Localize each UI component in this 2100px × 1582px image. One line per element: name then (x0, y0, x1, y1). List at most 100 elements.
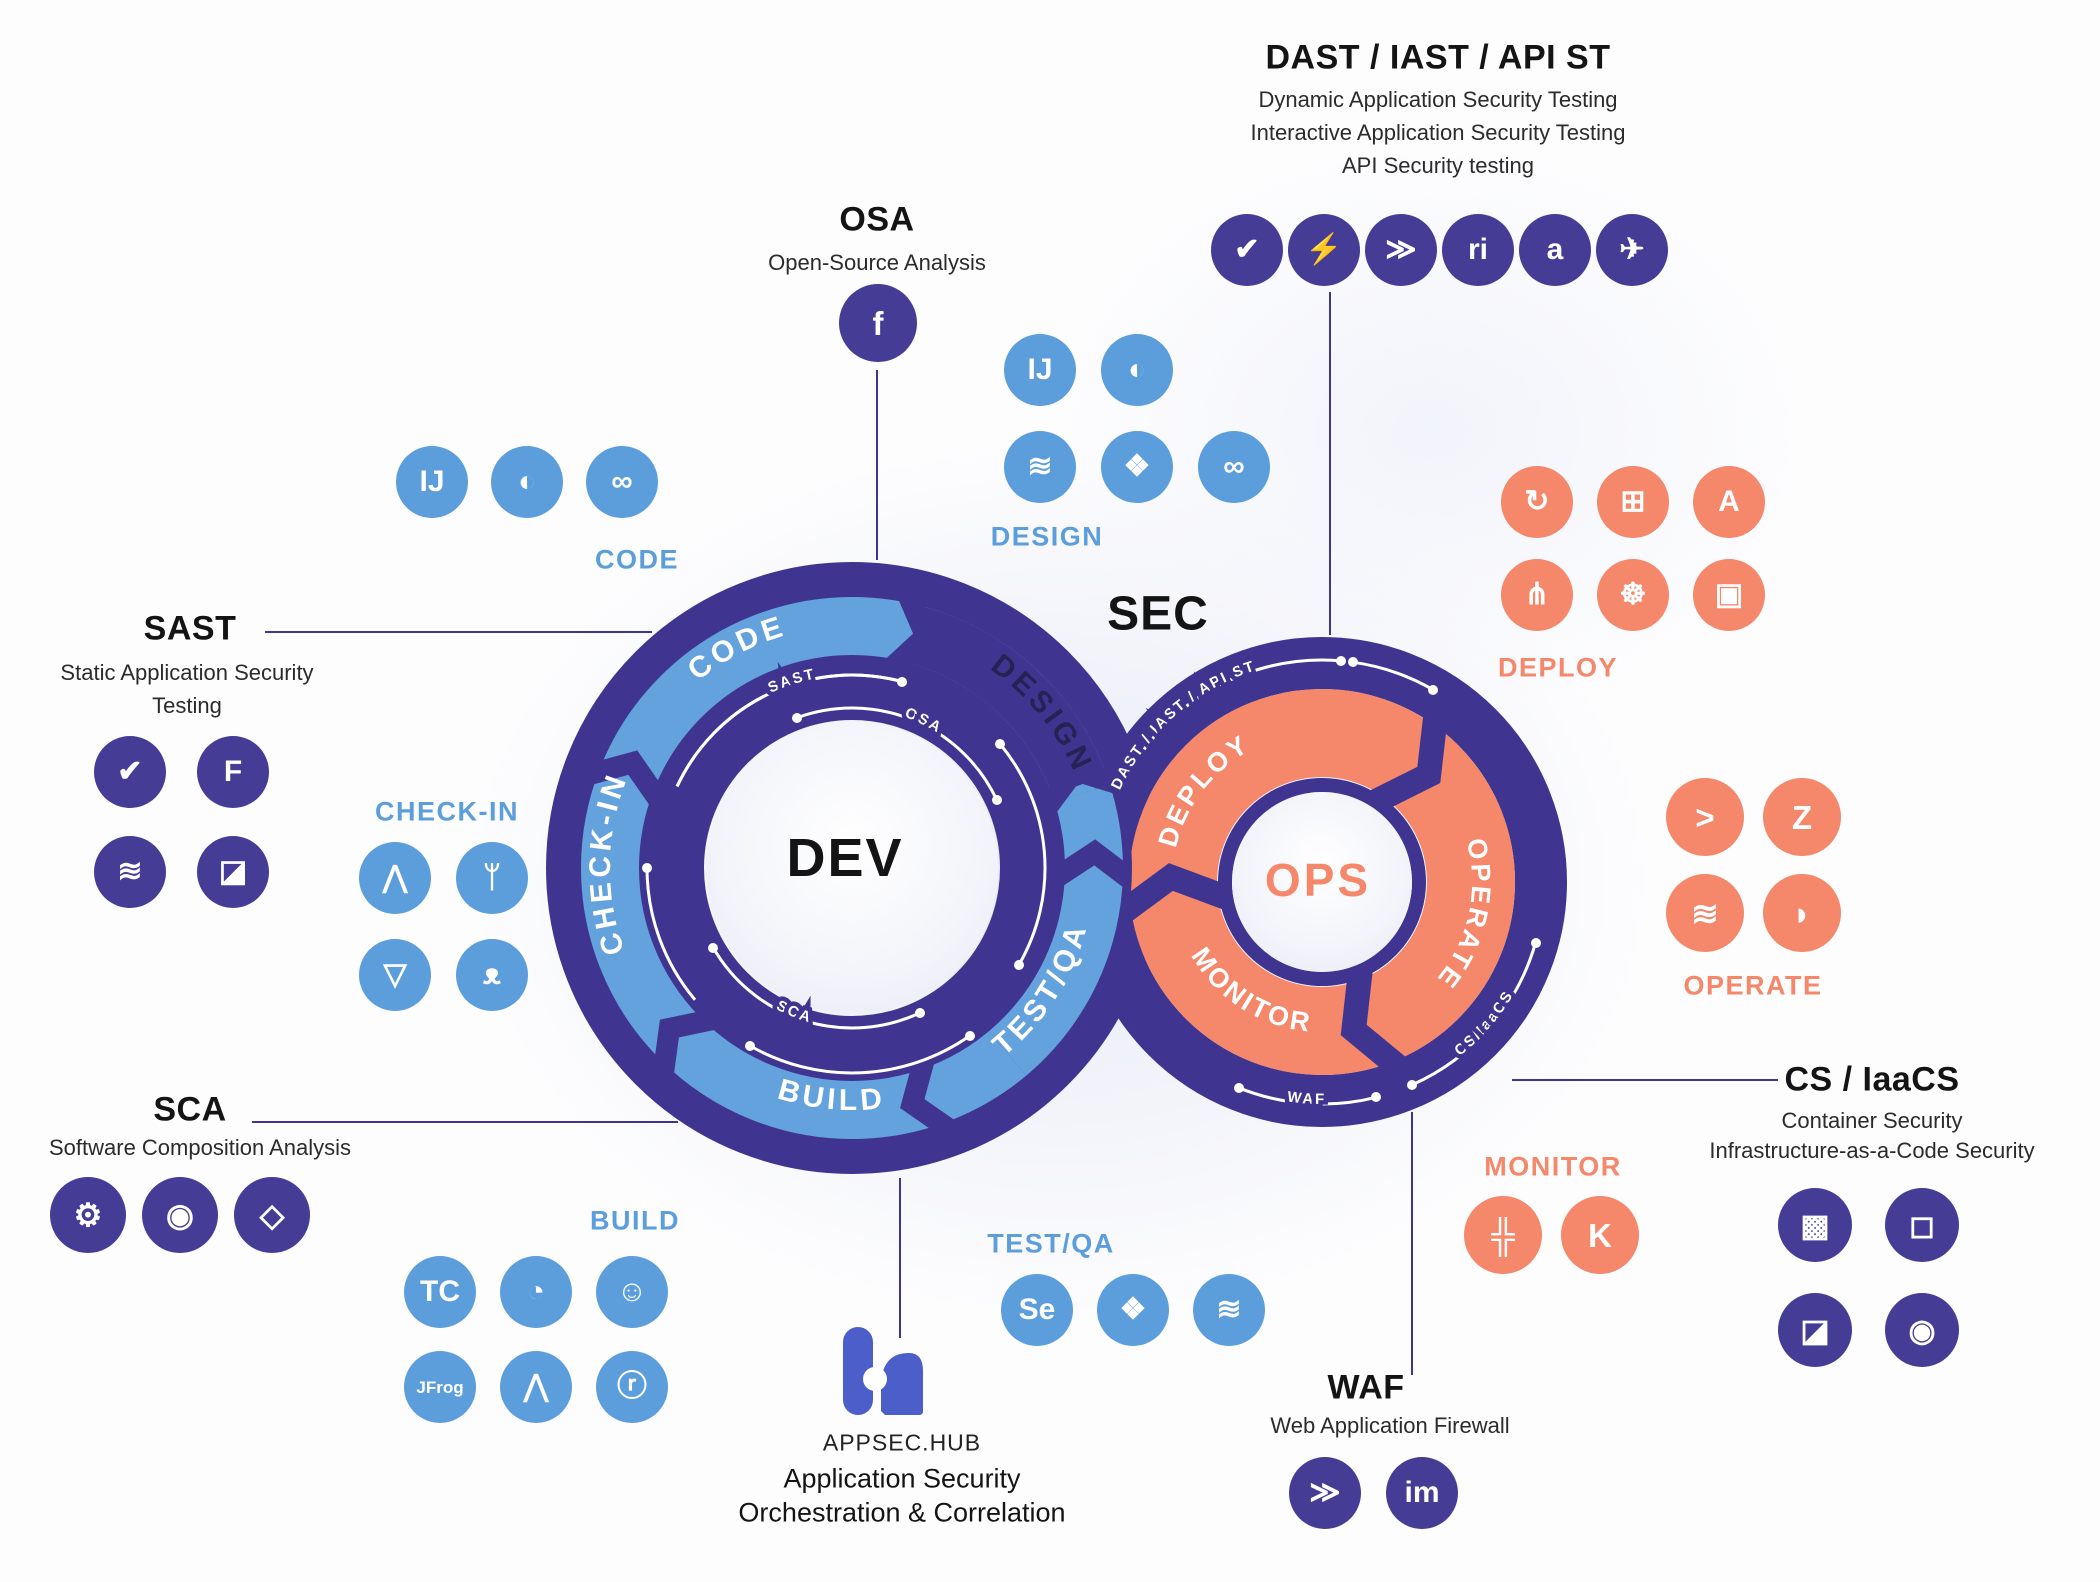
arc-scanner-icon: ≋ (94, 836, 166, 908)
ops-label: OPS (1264, 854, 1372, 906)
a-scanner-icon: a (1519, 214, 1591, 286)
appsechub-subtitle-2: Orchestration & Correlation (738, 1497, 1066, 1528)
sca-subtitle: Software Composition Analysis (48, 1135, 352, 1160)
fossa-icon: f (839, 284, 917, 362)
testqa-cluster-label: TEST/QA (987, 1228, 1115, 1259)
checkin-icon-cluster: ⋀ ᛘ ▽ ᴥ (359, 842, 528, 1011)
testqa-icon-cluster: Se ❖ ≋ (1001, 1274, 1265, 1346)
openshift-icon: ↻ (1501, 466, 1573, 538)
dast-subtitle-2: Interactive Application Security Testing (1250, 120, 1626, 145)
sast-title: SAST (143, 609, 237, 648)
git-icon: ᛘ (456, 842, 528, 914)
pipeline-connector-icon: ⋔ (1501, 559, 1573, 631)
arc-scanner-icon: ≋ (1666, 874, 1744, 952)
waf-title: WAF (1327, 1368, 1405, 1407)
checkin-cluster-label: CHECK-IN (375, 796, 519, 827)
swirl-ring-icon: ◉ (142, 1177, 218, 1253)
jenkins-icon: ☺ (596, 1256, 668, 1328)
eclipse-icon: ◐ (1101, 334, 1173, 406)
dev-label: DEV (786, 828, 904, 888)
cube-cluster-icon: ▩ (1778, 1188, 1852, 1262)
operate-icon-cluster: > Z ≋ ◗ (1666, 778, 1841, 952)
wallarm-icon: ≫ (1365, 214, 1437, 286)
gitlab-icon: ⋀ (500, 1351, 572, 1423)
connector-lines (252, 292, 1778, 1375)
splunk-icon: > (1666, 778, 1744, 856)
lightning-scanner-icon: ⚡ (1288, 214, 1360, 286)
gitlab-icon: ⋀ (359, 842, 431, 914)
osa-icon-cluster: f (839, 284, 917, 362)
build-cluster-label: BUILD (590, 1205, 680, 1236)
monitor-icon-cluster: ╬ K (1464, 1196, 1639, 1274)
dev-circuit-arcs (645, 673, 1047, 1075)
dast-subtitle-1: Dynamic Application Security Testing (1258, 87, 1618, 112)
hex-r-registry-icon: ⓡ (596, 1351, 668, 1423)
design-cluster-label: DESIGN (990, 521, 1104, 552)
dependency-check-icon: ⚙ (50, 1177, 126, 1253)
monitor-cluster-label: MONITOR (1484, 1151, 1622, 1182)
kite-scanner-icon: ✈ (1596, 214, 1668, 286)
tableau-icon: ╬ (1464, 1196, 1542, 1274)
sast-subtitle-1: Static Application Security (60, 660, 314, 685)
globe-eye-icon: ◉ (1885, 1293, 1959, 1367)
confluence-icon: ≋ (1004, 431, 1076, 503)
code-icon-cluster: IJ ◐ ∞ (396, 446, 658, 518)
cube-scanner-icon: ◻ (1885, 1188, 1959, 1262)
github-icon: ᴥ (456, 939, 528, 1011)
jira-icon: ❖ (1097, 1274, 1169, 1346)
intellij-idea-icon: IJ (1004, 334, 1076, 406)
intellij-idea-icon: IJ (396, 446, 468, 518)
dast-icon-cluster: ✔ ⚡ ≫ ri a ✈ (1211, 214, 1668, 286)
jfrog-icon: JFrog (404, 1351, 476, 1423)
zabbix-icon: Z (1763, 778, 1841, 856)
ops-circuit-arcs (1106, 658, 1537, 1106)
imperva-icon: im (1386, 1457, 1458, 1529)
ansible-icon: A (1693, 466, 1765, 538)
sca-title: SCA (153, 1090, 227, 1129)
teamcity-icon: TC (404, 1256, 476, 1328)
confluence-icon: ≋ (1193, 1274, 1265, 1346)
docker-icon: ⊞ (1597, 466, 1669, 538)
ri-scanner-icon: ri (1442, 214, 1514, 286)
checkmarx-icon: ✔ (1211, 214, 1283, 286)
pie-ci-icon: ◔ (500, 1256, 572, 1328)
fold-scanner-icon: ◪ (1778, 1293, 1852, 1367)
osa-title: OSA (839, 200, 915, 239)
dast-title: DAST / IAST / API ST (1265, 38, 1611, 77)
loop-crossing (982, 747, 1132, 1083)
cs-icon-cluster: ▩ ◻ ◪ ◉ (1778, 1188, 1959, 1367)
wallarm-icon: ≫ (1289, 1457, 1361, 1529)
kibana-icon: K (1561, 1196, 1639, 1274)
appsechub-subtitle-1: Application Security (783, 1463, 1021, 1494)
hex-lock-icon: ◇ (234, 1177, 310, 1253)
cs-subtitle-2: Infrastructure-as-a-Code Security (1709, 1138, 2035, 1163)
bitbucket-icon: ▽ (359, 939, 431, 1011)
visual-studio-icon: ∞ (586, 446, 658, 518)
dast-subtitle-3: API Security testing (1342, 153, 1534, 178)
kubernetes-icon: ☸ (1597, 559, 1669, 631)
dev-circuit-dots (642, 677, 1024, 1051)
appsechub-title: APPSEC.HUB (822, 1429, 982, 1456)
svg-text:WAF: WAF (1286, 1088, 1326, 1108)
design-icon-cluster-bottom: ≋ ❖ ∞ (1004, 431, 1270, 503)
design-dark-segment (906, 606, 1107, 796)
sast-icon-cluster: ✔ F ≋ ◪ (94, 736, 269, 908)
leaf-block-icon: ◗ (1763, 874, 1841, 952)
sec-label: SEC (1107, 587, 1209, 641)
eclipse-icon: ◐ (491, 446, 563, 518)
cs-title: CS / IaaCS (1784, 1060, 1960, 1099)
ops-circuit-dots (1234, 656, 1541, 1102)
osa-subtitle: Open-Source Analysis (768, 250, 986, 275)
design-icon-cluster-top: IJ ◐ (1004, 334, 1173, 406)
stacked-squares-icon: ▣ (1693, 559, 1765, 631)
fortify-icon: F (197, 736, 269, 808)
waf-icon-cluster: ≫ im (1289, 1457, 1458, 1529)
appsechub-logo (843, 1327, 923, 1415)
waf-subtitle: Web Application Firewall (1270, 1413, 1510, 1438)
sast-subtitle-2: Testing (152, 693, 222, 718)
circuit-waf-label: WAF (1282, 1084, 1329, 1113)
sca-icon-cluster: ⚙ ◉ ◇ (50, 1177, 310, 1253)
cs-subtitle-1: Container Security (1781, 1108, 1963, 1133)
